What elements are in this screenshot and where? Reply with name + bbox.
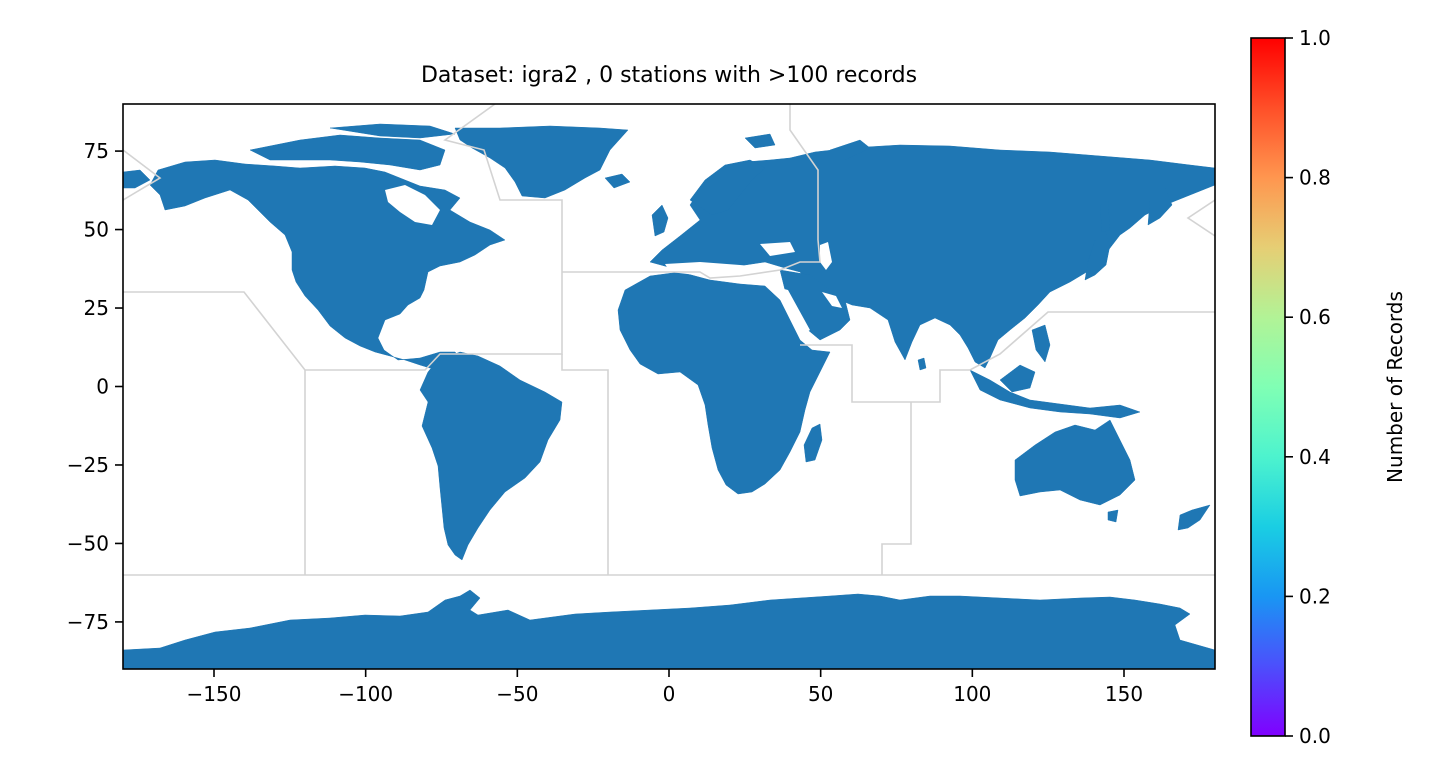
- colorbar-ticks: 0.0 0.2 0.4 0.6 0.8 1.0: [1285, 26, 1331, 748]
- land-masses: [123, 123, 1215, 669]
- indonesia: [969, 369, 1141, 419]
- colorbar: 0.0 0.2 0.4 0.6 0.8 1.0 Number of Records: [1250, 26, 1407, 748]
- region-boundaries: [123, 104, 1215, 576]
- y-tick-label: −25: [67, 453, 109, 477]
- colorbar-tick-label: 0.0: [1299, 724, 1331, 748]
- x-tick-label: −100: [338, 682, 393, 706]
- new-zealand: [1177, 504, 1211, 531]
- sri-lanka: [917, 357, 927, 371]
- africa: [617, 271, 831, 495]
- y-tick-label: −50: [67, 531, 109, 555]
- y-tick-label: 50: [84, 218, 109, 242]
- svalbard: [744, 133, 776, 149]
- colorbar-tick-label: 0.2: [1299, 584, 1331, 608]
- hudson-bay: [385, 185, 440, 225]
- x-tick-label: −50: [496, 682, 538, 706]
- x-tick-label: 100: [953, 682, 991, 706]
- colorbar-gradient: [1250, 37, 1286, 737]
- british-isles: [651, 204, 669, 237]
- colorbar-tick-label: 0.6: [1299, 305, 1331, 329]
- colorbar-label: Number of Records: [1383, 291, 1407, 483]
- y-tick-label: 25: [84, 296, 109, 320]
- australia: [1014, 419, 1136, 506]
- colorbar-tick-label: 1.0: [1299, 26, 1331, 50]
- antarctica: [123, 589, 1215, 669]
- red-sea: [780, 288, 810, 334]
- south-america: [419, 351, 563, 561]
- arctic-islands-2: [329, 123, 456, 139]
- x-tick-label: 50: [808, 682, 833, 706]
- y-tick-label: 75: [84, 139, 109, 163]
- novaya-zemlya: [829, 139, 871, 161]
- map-axes: −150 −100 −50 0 50 100 150 75 50 25 0 −25 −50 −75: [67, 103, 1216, 706]
- colorbar-tick-label: 0.8: [1299, 166, 1331, 190]
- persian-gulf: [822, 292, 842, 308]
- arctic-islands: [249, 134, 446, 171]
- chukotka: [123, 169, 151, 189]
- black-sea: [760, 242, 795, 256]
- borneo: [999, 364, 1036, 393]
- sakhalin: [1099, 199, 1111, 233]
- greenland: [454, 125, 629, 199]
- philippines: [1031, 324, 1051, 363]
- iceland: [604, 173, 631, 189]
- tasmania: [1107, 509, 1119, 523]
- madagascar: [803, 423, 823, 463]
- y-tick-label: −75: [67, 610, 109, 634]
- x-axis: −150 −100 −50 0 50 100 150: [187, 669, 1143, 706]
- y-tick-label: 0: [96, 375, 109, 399]
- kamchatka: [1147, 187, 1173, 226]
- x-tick-label: −150: [187, 682, 242, 706]
- map-title: Dataset: igra2 , 0 stations with >100 re…: [421, 63, 917, 88]
- scandinavia: [689, 159, 766, 216]
- x-tick-label: 0: [663, 682, 676, 706]
- x-tick-label: 150: [1105, 682, 1143, 706]
- caspian-sea: [820, 242, 832, 270]
- y-axis: 75 50 25 0 −25 −50 −75: [67, 139, 123, 634]
- colorbar-tick-label: 0.4: [1299, 445, 1331, 469]
